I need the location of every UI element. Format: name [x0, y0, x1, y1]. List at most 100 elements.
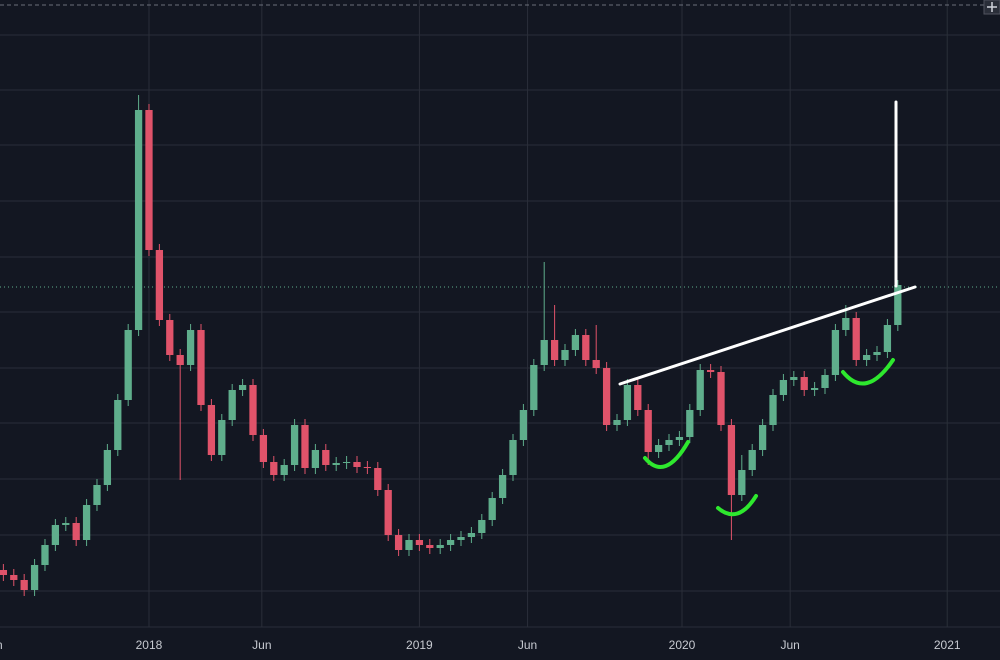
candle-body	[654, 445, 663, 452]
x-axis-labels: Jun 2018 Jun 2019 Jun 2020 Jun 2021	[0, 638, 961, 652]
candle-body	[270, 462, 278, 475]
candle-body	[207, 405, 216, 455]
candle-body	[561, 350, 569, 360]
candle-body	[301, 425, 309, 468]
candle-body	[186, 330, 195, 365]
x-tick-label: Jun	[252, 638, 271, 652]
x-tick-label: 2018	[136, 638, 163, 652]
candle-body	[374, 468, 382, 490]
candle-body	[145, 110, 153, 250]
trend-line	[618, 285, 917, 386]
candle-body	[873, 352, 881, 355]
candle-body	[738, 470, 746, 495]
candle-body	[62, 523, 70, 525]
candle-body	[280, 465, 288, 475]
candle-body	[758, 425, 767, 450]
candle-body	[602, 368, 611, 425]
candle-body	[727, 425, 736, 495]
candle-body	[405, 540, 413, 550]
add-button[interactable]	[983, 0, 1000, 15]
green-arc	[841, 358, 895, 386]
candle-body	[426, 545, 434, 548]
candle-body	[769, 395, 777, 425]
candle-body	[311, 450, 320, 468]
candle-body	[665, 440, 673, 445]
candle-body	[582, 335, 590, 360]
candle-body	[20, 580, 28, 590]
candle-body	[72, 523, 80, 540]
candle-body	[550, 340, 559, 360]
candle-body	[363, 467, 372, 468]
x-tick-label: Jun	[518, 638, 537, 652]
candle-body	[41, 545, 49, 565]
candle-body	[415, 540, 424, 545]
candle-body	[592, 360, 600, 368]
candle-body	[197, 330, 205, 405]
candle-body	[259, 435, 268, 462]
candle-body	[93, 485, 101, 505]
candle-body	[842, 318, 850, 330]
candle-body	[686, 410, 694, 437]
candle-body	[623, 385, 632, 420]
candle-body	[457, 537, 465, 540]
candle-body	[530, 365, 538, 410]
candle-body	[675, 437, 684, 440]
candle-body	[436, 545, 444, 548]
candle-body	[249, 385, 257, 435]
x-tick-label: Jun	[0, 638, 3, 652]
candle-body	[696, 370, 704, 410]
x-tick-label: 2020	[669, 638, 696, 652]
candle-body	[342, 462, 351, 463]
x-tick-label: 2019	[406, 638, 433, 652]
candle-body	[114, 400, 122, 450]
candle-body	[883, 325, 892, 352]
candle-body	[852, 318, 860, 360]
candle-body	[821, 375, 829, 388]
candle-body	[748, 450, 756, 470]
candles	[0, 95, 902, 596]
candle-body	[831, 330, 840, 375]
candle-body	[800, 377, 808, 390]
candle-body	[228, 390, 236, 420]
candle-body	[467, 533, 476, 537]
candle-body	[894, 285, 902, 325]
candle-body	[509, 440, 517, 475]
drawings	[618, 100, 917, 517]
candle-body	[124, 330, 132, 400]
x-tick-label: Jun	[780, 638, 799, 652]
green-arc	[716, 494, 758, 517]
candle-body	[862, 355, 871, 360]
candle-body	[790, 377, 798, 380]
candle-body	[10, 575, 18, 580]
candle-body	[613, 420, 621, 425]
candle-body	[478, 520, 486, 533]
candle-body	[810, 388, 819, 390]
candle-body	[571, 335, 580, 350]
candle-body	[644, 410, 652, 452]
candle-body	[176, 355, 184, 365]
candle-body	[384, 490, 392, 535]
candle-body	[779, 380, 788, 395]
candle-body	[332, 463, 340, 465]
candle-body	[290, 425, 299, 465]
candle-body	[134, 110, 143, 330]
candle-body	[634, 385, 642, 410]
green-arc	[643, 440, 690, 469]
candle-body	[717, 372, 725, 425]
x-tick-label: 2021	[934, 638, 961, 652]
candle-body	[540, 340, 548, 365]
candle-body	[218, 420, 226, 455]
candle-body	[82, 505, 91, 540]
candle-body	[103, 450, 112, 485]
candle-body	[0, 570, 8, 575]
candle-body	[519, 410, 528, 440]
candle-body	[155, 250, 164, 320]
candle-body	[30, 565, 39, 590]
candle-body	[706, 370, 715, 372]
candle-body	[394, 535, 403, 550]
candle-body	[488, 498, 496, 520]
candle-body	[446, 540, 455, 545]
